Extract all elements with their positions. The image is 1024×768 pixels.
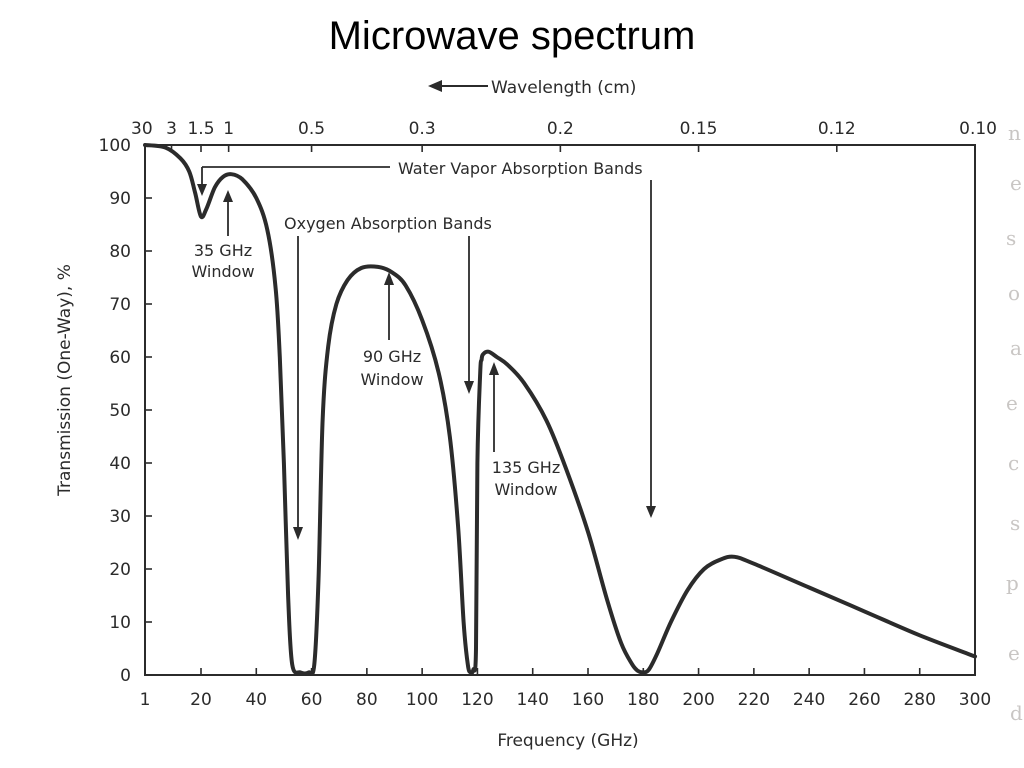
x-axis-ticks: 1 20 40 60 80 100 120 140 160 180 200 220 240 260 280 3… bbox=[140, 668, 991, 710]
water-vapor-label: Water Vapor Absorption Bands bbox=[398, 159, 643, 178]
y-tick-label: 100 bbox=[99, 136, 131, 156]
top-tick-label: 1.5 bbox=[187, 119, 214, 139]
x-tick-label: 200 bbox=[682, 690, 714, 710]
y-tick-label: 30 bbox=[109, 507, 131, 527]
slide-title: Microwave spectrum bbox=[328, 14, 696, 58]
water-vapor-arrowhead-left bbox=[197, 184, 207, 196]
top-tick-label: 0.12 bbox=[818, 119, 856, 139]
x-tick-label: 80 bbox=[356, 690, 378, 710]
top-tick-label: 0.10 bbox=[959, 119, 997, 139]
svg-text:e: e bbox=[1008, 641, 1020, 665]
top-tick-label: 0.2 bbox=[547, 119, 574, 139]
y-tick-label: 60 bbox=[109, 348, 131, 368]
x-tick-label: 20 bbox=[190, 690, 212, 710]
transmission-curve bbox=[143, 143, 977, 676]
top-axis-title-group: Wavelength (cm) bbox=[428, 78, 636, 98]
x-tick-label: 300 bbox=[959, 690, 991, 710]
oxygen-label: Oxygen Absorption Bands bbox=[284, 214, 492, 233]
window-90-label-line1: 90 GHz bbox=[363, 347, 421, 366]
y-tick-label: 10 bbox=[109, 613, 131, 633]
top-axis-ticks: 30 3 1.5 1 0.5 0.3 0.2 0.15 0.12 0.10 bbox=[131, 119, 997, 152]
y-tick-label: 90 bbox=[109, 189, 131, 209]
y-tick-label: 0 bbox=[120, 666, 131, 686]
window-90-arrowhead bbox=[384, 272, 394, 285]
top-axis-arrow-icon bbox=[428, 80, 442, 92]
top-tick-label: 0.5 bbox=[298, 119, 325, 139]
svg-text:c: c bbox=[1008, 451, 1019, 475]
y-axis-title: Transmission (One-Way), % bbox=[55, 264, 75, 497]
y-tick-label: 40 bbox=[109, 454, 131, 474]
window-135-label-line1: 135 GHz bbox=[492, 458, 560, 477]
top-tick-label: 30 bbox=[131, 119, 153, 139]
svg-text:e: e bbox=[1010, 171, 1022, 195]
y-tick-label: 80 bbox=[109, 242, 131, 262]
svg-text:s: s bbox=[1006, 226, 1016, 250]
window-135-arrowhead bbox=[489, 362, 499, 375]
x-tick-label: 40 bbox=[245, 690, 267, 710]
x-tick-label: 180 bbox=[627, 690, 659, 710]
svg-text:s: s bbox=[1010, 511, 1020, 535]
x-axis-title: Frequency (GHz) bbox=[497, 731, 638, 751]
y-tick-label: 20 bbox=[109, 560, 131, 580]
window-135-label-line2: Window bbox=[494, 480, 557, 499]
top-tick-label: 0.3 bbox=[409, 119, 436, 139]
annotation-arrows bbox=[197, 166, 656, 540]
window-35-label-line1: 35 GHz bbox=[194, 241, 252, 260]
x-tick-label: 120 bbox=[461, 690, 493, 710]
plot-frame bbox=[144, 144, 976, 676]
x-tick-label: 1 bbox=[140, 690, 151, 710]
page-bleed-through: n e s o a e c s p e d bbox=[1006, 121, 1023, 725]
x-tick-label: 260 bbox=[848, 690, 880, 710]
top-tick-label: 1 bbox=[223, 119, 234, 139]
svg-text:d: d bbox=[1010, 701, 1023, 725]
svg-text:e: e bbox=[1006, 391, 1018, 415]
x-tick-label: 60 bbox=[301, 690, 323, 710]
svg-text:n: n bbox=[1008, 121, 1021, 145]
y-tick-label: 50 bbox=[109, 401, 131, 421]
svg-text:o: o bbox=[1008, 281, 1020, 305]
x-tick-label: 100 bbox=[406, 690, 438, 710]
top-tick-label: 0.15 bbox=[680, 119, 718, 139]
oxygen-arrowhead-right bbox=[464, 381, 474, 394]
y-tick-label: 70 bbox=[109, 295, 131, 315]
window-90-label-line2: Window bbox=[360, 370, 423, 389]
x-tick-label: 220 bbox=[738, 690, 770, 710]
x-tick-label: 240 bbox=[793, 690, 825, 710]
top-tick-label: 3 bbox=[166, 119, 177, 139]
svg-text:p: p bbox=[1006, 571, 1019, 595]
x-tick-label: 140 bbox=[516, 690, 548, 710]
x-tick-label: 280 bbox=[903, 690, 935, 710]
window-35-label-line2: Window bbox=[191, 262, 254, 281]
window-35-arrowhead bbox=[223, 190, 233, 202]
x-tick-label: 160 bbox=[572, 690, 604, 710]
water-vapor-arrowhead-right bbox=[646, 506, 656, 518]
oxygen-arrowhead-left bbox=[293, 527, 303, 540]
y-axis-ticks: 0 10 20 30 40 50 60 70 80 90 100 bbox=[99, 136, 152, 686]
svg-text:a: a bbox=[1010, 336, 1022, 360]
top-axis-title: Wavelength (cm) bbox=[491, 78, 636, 98]
